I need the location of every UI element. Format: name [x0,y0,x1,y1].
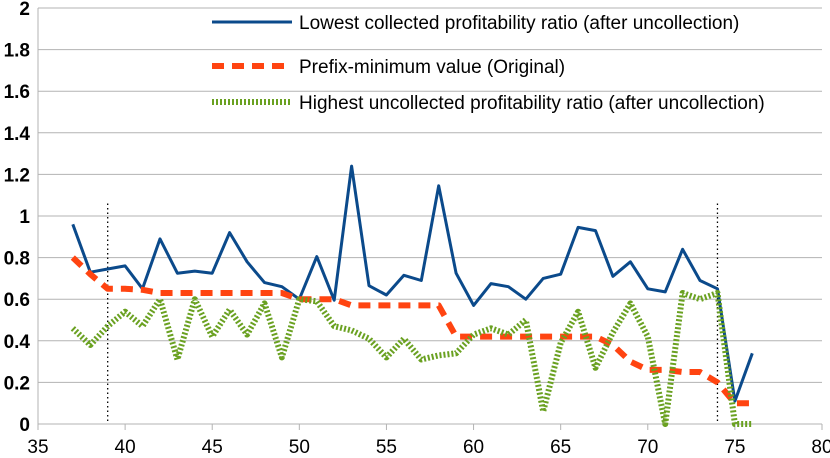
series-line-2 [70,255,753,407]
y-tick-label: 0 [19,415,30,436]
y-tick-label: 2 [19,0,30,20]
x-tick-label: 60 [463,437,484,458]
legend: Lowest collected profitability ratio (af… [212,13,765,114]
legend-label-2: Prefix-minimum value (Original) [299,57,565,78]
x-axis-ticks: 35 40 45 50 55 60 65 70 75 80 [27,424,830,458]
y-tick-label: 0.6 [4,290,30,311]
x-tick-label: 50 [289,437,310,458]
legend-label-3: Highest uncollected profitability ratio … [299,93,765,114]
y-tick-label: 1.4 [4,124,31,145]
x-tick-label: 65 [550,437,571,458]
reference-lines [107,203,719,424]
y-tick-label: 1.8 [4,41,30,62]
series-line-1 [71,164,754,403]
series-line-3 [70,290,753,427]
axes [37,8,822,425]
x-tick-label: 40 [115,437,136,458]
x-tick-label: 35 [27,437,48,458]
x-tick-label: 45 [202,437,223,458]
grid-lines [38,7,822,425]
y-tick-label: 1.6 [4,82,30,103]
legend-label-1: Lowest collected profitability ratio (af… [299,13,739,34]
y-tick-label: 1 [19,207,30,228]
y-tick-label: 0.4 [4,332,31,353]
y-tick-label: 1.2 [4,165,30,186]
y-tick-label: 0.2 [4,373,30,394]
y-axis-ticks: 0 0.2 0.4 0.6 0.8 1 1.2 1.4 1.6 1.8 2 [4,0,31,436]
x-tick-label: 55 [376,437,397,458]
x-tick-label: 70 [637,437,658,458]
y-tick-label: 0.8 [4,249,30,270]
x-tick-label: 80 [811,437,830,458]
x-tick-label: 75 [724,437,745,458]
data-series [70,164,754,427]
